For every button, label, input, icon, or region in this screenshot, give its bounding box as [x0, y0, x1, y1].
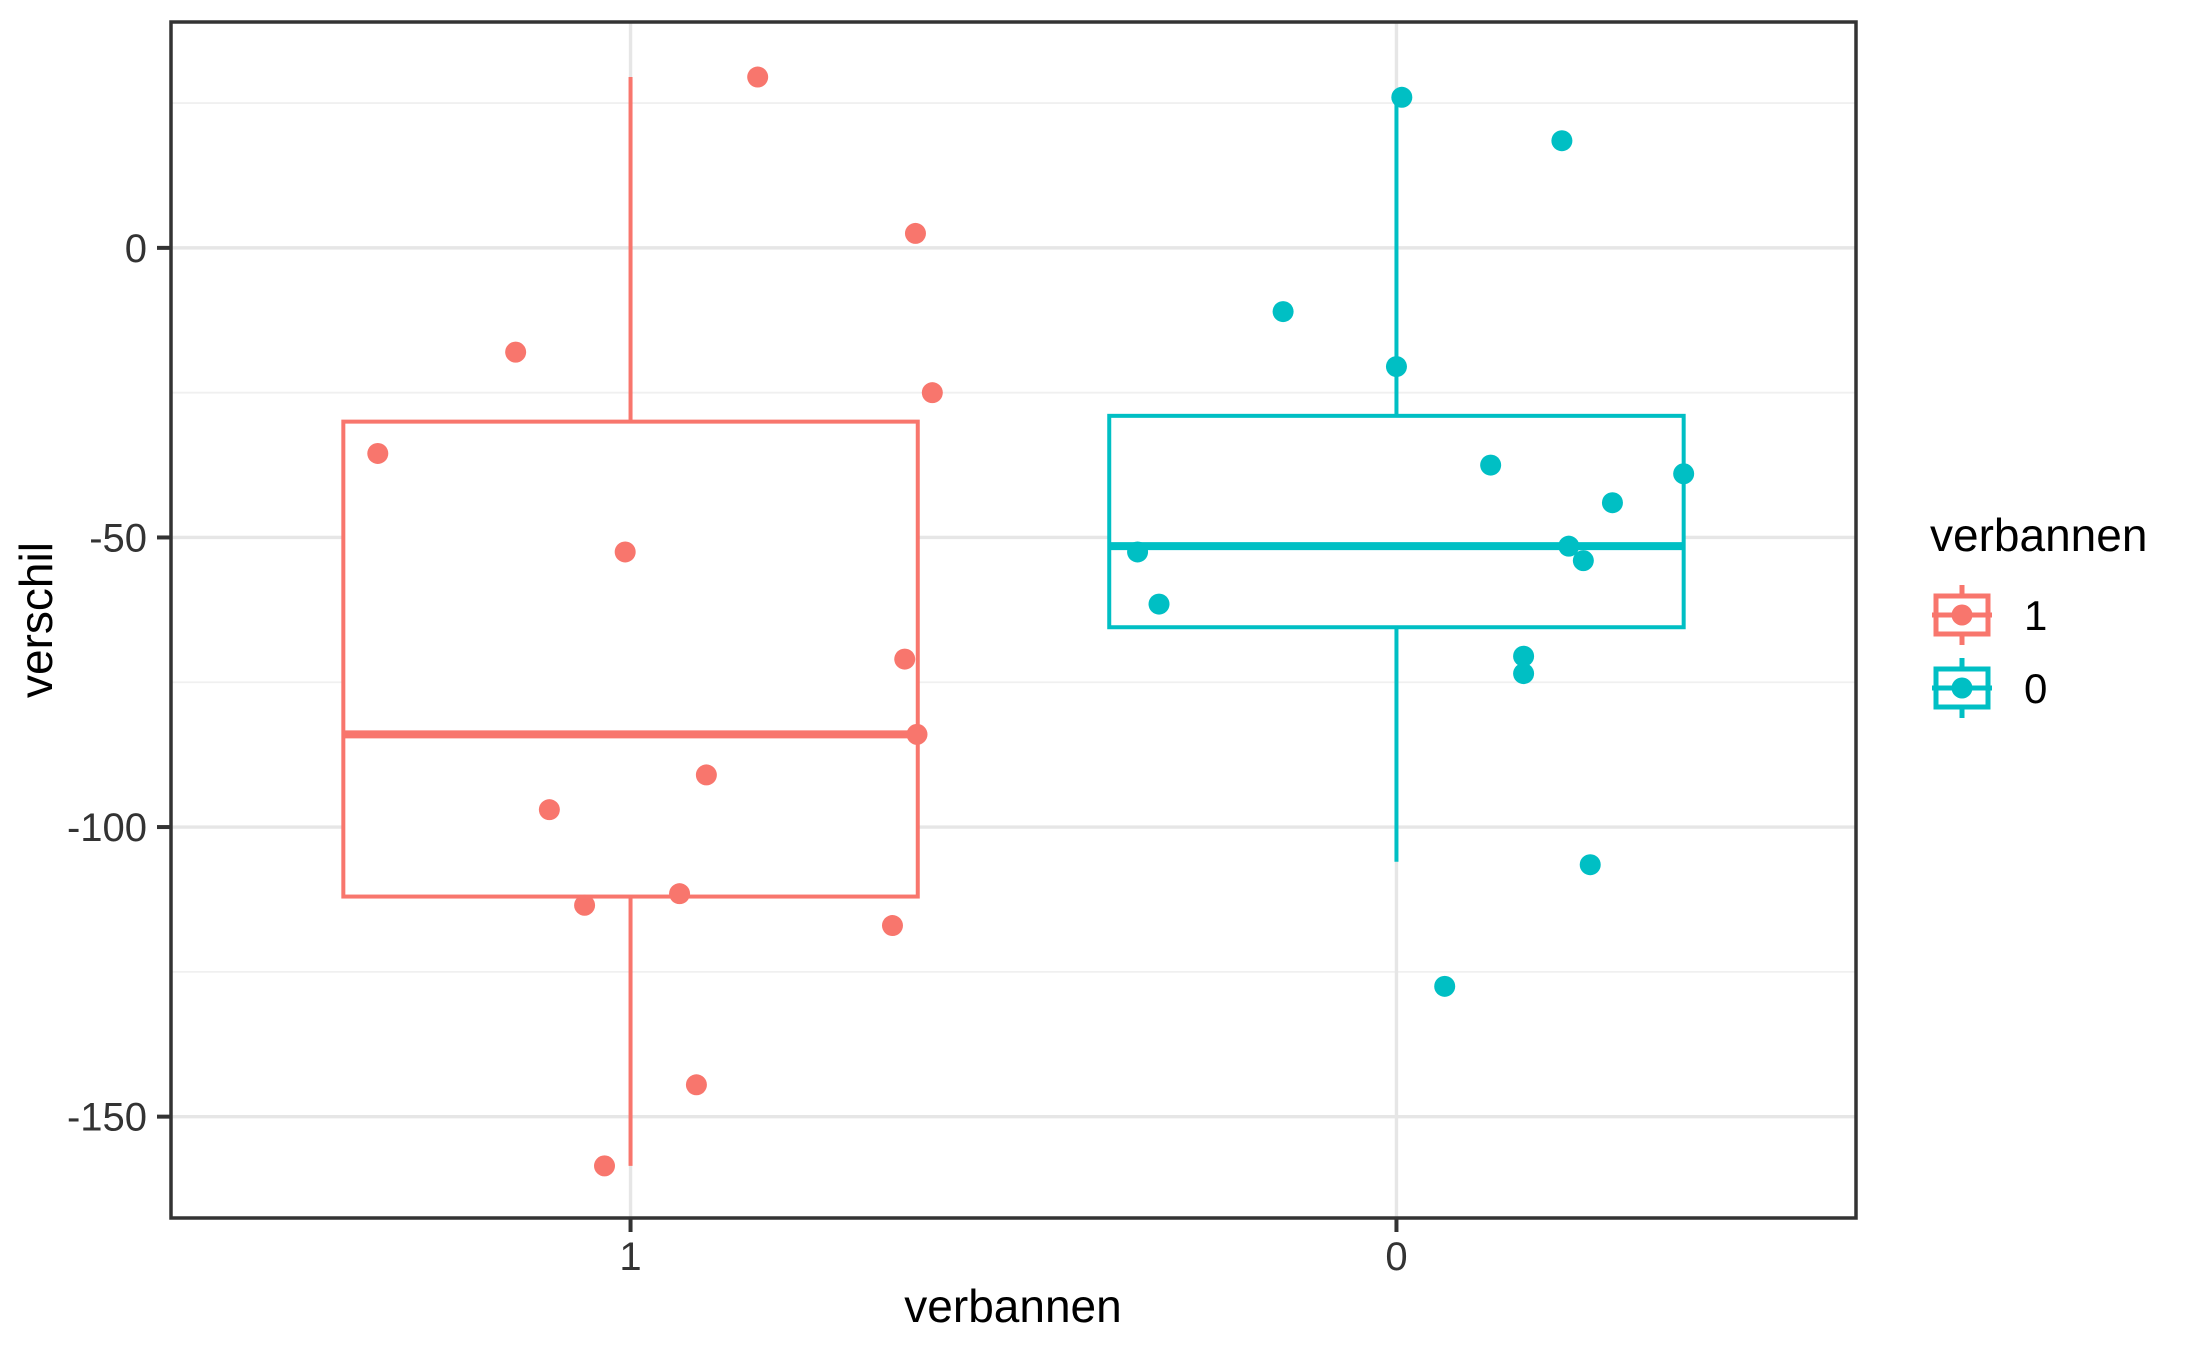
data-point: [614, 541, 636, 563]
axis-ticks: 0 -50 -100 -150 1 0: [67, 227, 1408, 1279]
data-point: [1601, 492, 1623, 514]
data-point: [574, 894, 596, 916]
data-point: [1572, 550, 1594, 572]
x-tick-label: 1: [619, 1235, 641, 1279]
boxplot-1: [341, 77, 920, 1166]
legend-key-point: [1951, 677, 1973, 699]
data-point: [747, 66, 769, 88]
data-point: [921, 382, 943, 404]
data-point: [1272, 301, 1294, 323]
y-tick-label: -100: [67, 806, 147, 850]
y-tick-label: -150: [67, 1096, 147, 1140]
panel-border: [169, 20, 1858, 1220]
data-point: [1391, 86, 1413, 108]
data-point: [1127, 541, 1149, 563]
data-point: [1558, 535, 1580, 557]
data-point: [594, 1155, 616, 1177]
x-tick-label: 0: [1385, 1235, 1407, 1279]
legend-key-1: 1: [1932, 585, 2047, 645]
data-point: [367, 442, 389, 464]
box-iqr: [1107, 413, 1686, 630]
boxplots: [341, 77, 1686, 1166]
legend-label-1: 1: [2024, 592, 2047, 639]
data-point: [1513, 645, 1535, 667]
jitter-points: [367, 66, 1695, 1177]
boxplot-0: [1107, 97, 1686, 862]
box-iqr: [341, 419, 920, 899]
y-tick-label: 0: [125, 227, 147, 271]
data-point: [1551, 130, 1573, 152]
data-point: [1673, 463, 1695, 485]
data-point: [695, 764, 717, 786]
data-point: [881, 915, 903, 937]
data-point: [906, 723, 928, 745]
data-point: [1148, 593, 1170, 615]
data-point: [1513, 663, 1535, 685]
data-point: [904, 222, 926, 244]
data-point: [685, 1074, 707, 1096]
legend: verbannen 1 0: [1930, 509, 2147, 718]
data-point: [894, 648, 916, 670]
panel-border-layer: [169, 20, 1858, 1220]
data-point: [505, 341, 527, 363]
data-point: [1434, 975, 1456, 997]
legend-title: verbannen: [1930, 509, 2147, 561]
legend-label-0: 0: [2024, 665, 2047, 712]
legend-key-0: 0: [1932, 658, 2047, 718]
legend-key-point: [1951, 604, 1973, 626]
data-point: [538, 799, 560, 821]
data-point: [669, 883, 691, 905]
y-tick-label: -50: [89, 516, 147, 560]
x-axis-title: verbannen: [904, 1280, 1121, 1332]
data-point: [1579, 854, 1601, 876]
data-point: [1480, 454, 1502, 476]
y-axis-title: verschil: [10, 542, 62, 698]
data-point: [1385, 356, 1407, 378]
